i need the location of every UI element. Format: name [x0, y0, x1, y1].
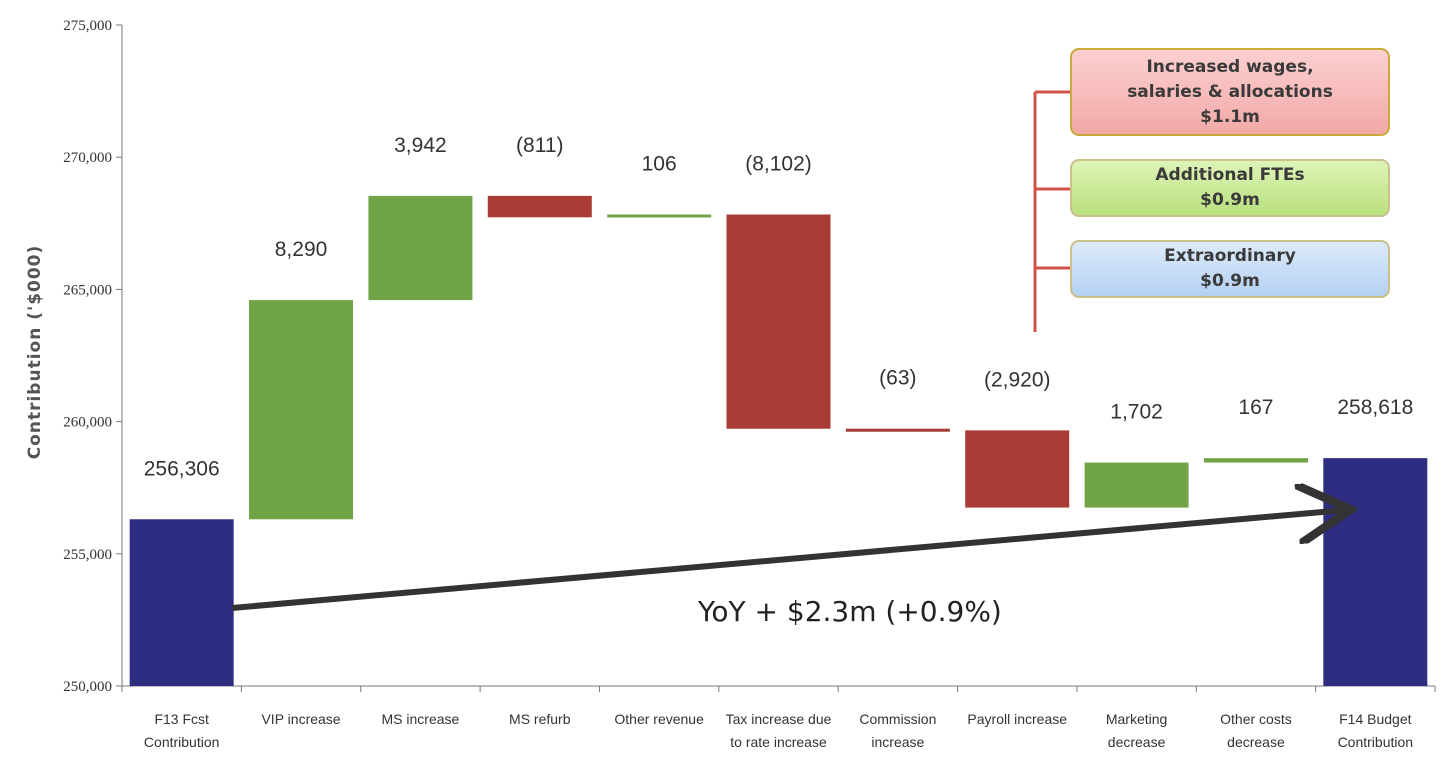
x-tick-label: Tax increase due	[726, 711, 832, 727]
data-label: 3,942	[394, 134, 447, 157]
x-tick-label: Commission	[859, 711, 936, 727]
chart-data-labels: 256,306 8,290 3,942 (811) 106 (8,102) (63) (2,9…	[144, 134, 1414, 480]
x-tick-label: F13 Fcst	[154, 711, 209, 727]
yoy-arrow	[231, 510, 1345, 611]
x-tick-label: to rate increase	[730, 734, 827, 750]
waterfall-bar	[726, 214, 831, 429]
data-label: (8,102)	[745, 152, 812, 175]
x-tick-label: Contribution	[144, 734, 220, 750]
x-tick-label: decrease	[1108, 734, 1166, 750]
data-label: 106	[642, 152, 677, 175]
data-label: (811)	[516, 134, 563, 157]
breakdown-box-wages: Increased wages, salaries & allocations …	[1070, 48, 1390, 136]
x-tick-label: MS increase	[382, 711, 460, 727]
yoy-annotation: YoY + $2.3m (+0.9%)	[697, 595, 1002, 628]
waterfall-bar	[845, 428, 950, 432]
breakdown-wages-amount: $1.1m	[1200, 106, 1260, 127]
breakdown-box-ftes: Additional FTEs $0.9m	[1070, 159, 1390, 217]
data-label: 167	[1238, 396, 1273, 419]
breakdown-connectors	[1033, 90, 1070, 332]
waterfall-bar	[1323, 458, 1428, 686]
y-tick-label: 265,000	[63, 282, 112, 298]
waterfall-bar	[1084, 462, 1189, 508]
waterfall-bar	[607, 214, 712, 218]
waterfall-bar	[249, 300, 354, 520]
y-axis-title: Contribution ('$000)	[25, 245, 45, 460]
x-tick-label: VIP increase	[261, 711, 340, 727]
waterfall-bar	[368, 195, 473, 301]
x-tick-label: decrease	[1227, 734, 1285, 750]
y-tick-label: 250,000	[63, 679, 112, 695]
waterfall-bar	[487, 195, 592, 218]
x-tick-label: Marketing	[1106, 711, 1167, 727]
breakdown-ftes-amount: $0.9m	[1200, 190, 1260, 210]
y-tick-label: 260,000	[63, 415, 112, 431]
breakdown-extraordinary-line1: Extraordinary	[1164, 246, 1296, 266]
y-tick-label: 275,000	[63, 18, 112, 34]
x-tick-label: MS refurb	[509, 711, 571, 727]
waterfall-bar	[965, 430, 1070, 508]
x-tick-label: F14 Budget	[1339, 711, 1411, 727]
breakdown-wages-line1: Increased wages,	[1146, 56, 1314, 77]
y-tick-label: 270,000	[63, 150, 112, 166]
x-tick-label: Other costs	[1220, 711, 1292, 727]
data-label: 258,618	[1337, 396, 1413, 419]
breakdown-box-extraordinary: Extraordinary $0.9m	[1070, 240, 1390, 298]
breakdown-wages-line2: salaries & allocations	[1127, 81, 1333, 102]
data-label: 256,306	[144, 457, 220, 480]
data-label: (2,920)	[984, 368, 1051, 391]
data-label: 1,702	[1110, 401, 1163, 424]
breakdown-extraordinary-amount: $0.9m	[1200, 271, 1260, 291]
data-label: (63)	[879, 367, 916, 390]
x-tick-label: Contribution	[1338, 734, 1414, 750]
y-tick-label: 255,000	[63, 547, 112, 563]
breakdown-ftes-line1: Additional FTEs	[1155, 165, 1305, 185]
x-tick-label: Other revenue	[614, 711, 704, 727]
chart-axes: 250,000 255,000 260,000 265,000 270,000 275,0…	[63, 18, 1436, 750]
x-tick-label: increase	[871, 734, 924, 750]
waterfall-bar	[129, 519, 234, 686]
x-tick-label: Payroll increase	[967, 711, 1067, 727]
waterfall-bar	[1203, 458, 1308, 463]
data-label: 8,290	[275, 238, 328, 261]
